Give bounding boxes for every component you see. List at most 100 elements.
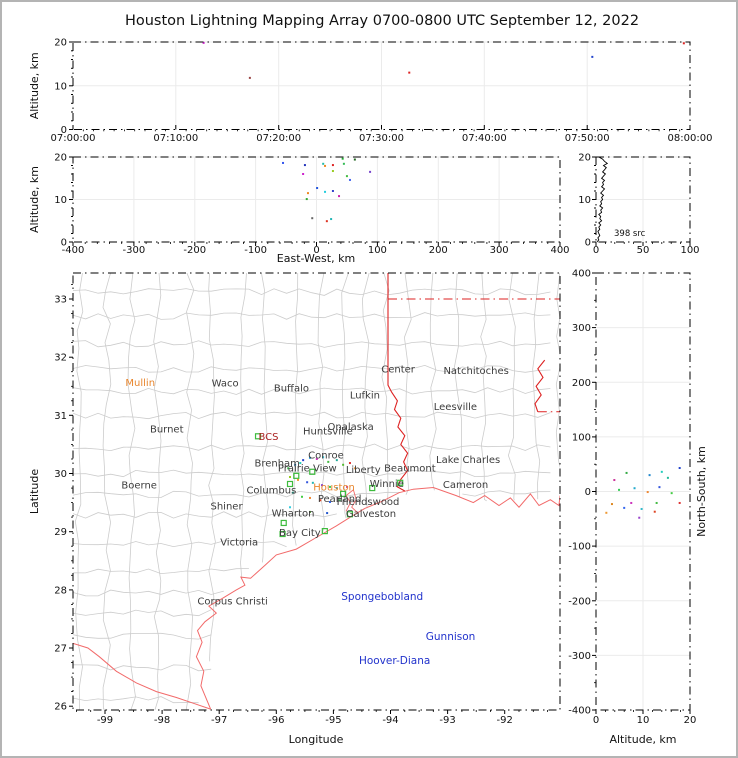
county-line (317, 273, 326, 534)
station-marker (293, 472, 300, 479)
mississippi-river (534, 359, 546, 412)
y-axis-title: North-South, km (695, 446, 708, 537)
county-line (73, 387, 551, 395)
source-point (319, 499, 322, 502)
source-point (296, 478, 299, 481)
source-point (348, 462, 351, 465)
city-label: BCS (258, 432, 278, 443)
county-line (73, 312, 551, 320)
source-point (302, 173, 305, 175)
source-point (618, 488, 621, 491)
source-point (294, 463, 297, 466)
alt-tick-label: 0 (585, 238, 591, 249)
city-label: Center (381, 364, 416, 375)
time-tick-label: 07:30:00 (359, 133, 404, 144)
lightning-sources (287, 456, 357, 515)
source-point (342, 162, 345, 165)
rio-grande (73, 642, 211, 710)
time-tick-label: 07:50:00 (565, 133, 610, 144)
lat-tick-label: 33 (54, 295, 67, 306)
ns-tick-label: -400 (568, 706, 591, 717)
source-point (655, 501, 658, 504)
source-point (328, 485, 331, 488)
city-label: Conroe (308, 450, 344, 461)
city-label: Columbus (246, 485, 296, 496)
lon-tick-label: -99 (97, 715, 113, 726)
lon-tick-label: -93 (439, 715, 455, 726)
county-line (361, 273, 370, 509)
alt-tick-label: 10 (54, 81, 67, 92)
source-point (341, 157, 344, 160)
source-point (299, 462, 302, 465)
source-point (325, 220, 328, 223)
source-point (354, 467, 357, 470)
station-marker (279, 530, 286, 538)
city-label: Friendswood (337, 497, 400, 508)
county-boundaries (73, 273, 560, 710)
lma-stations (254, 433, 404, 538)
county-line (153, 273, 162, 710)
lon-tick-label: -95 (325, 715, 341, 726)
texas-louisiana-border (387, 273, 409, 492)
x-axis-title: East-West, km (277, 252, 355, 265)
city-label: Galveston (346, 509, 396, 520)
y-axis-title: Altitude, km (28, 52, 41, 119)
map-content: Mullin Waco Buffalo Center Natchitoches Lufki… (73, 273, 560, 710)
alt-tick-label: 10 (578, 195, 591, 206)
offshore-platform-label: Spongebobland (341, 591, 423, 603)
panel-time-altitude: 07:00:00 07:10:00 07:20:00 07:30:00 07:40:00… (28, 38, 712, 145)
station-marker (397, 479, 404, 486)
county-line (73, 568, 249, 575)
station-marker (286, 480, 294, 488)
source-point (338, 195, 341, 198)
source-count-annotation: 398 src (614, 229, 646, 239)
county-line (532, 273, 541, 500)
city-label: Natchitoches (443, 366, 508, 377)
city-label: Shiner (210, 502, 243, 513)
source-point (670, 492, 673, 495)
county-line (403, 273, 412, 495)
county-line (73, 632, 212, 640)
lat-tick-label: 27 (54, 644, 67, 655)
time-tick-label: 07:00:00 (51, 133, 96, 144)
lon-tick-label: -96 (268, 715, 284, 726)
city-labels: Mullin Waco Buffalo Center Natchitoches Lufki… (121, 364, 508, 666)
source-point (653, 510, 656, 513)
county-line (73, 469, 551, 478)
county-line (208, 273, 216, 662)
source-point (625, 471, 628, 474)
source-point (342, 463, 345, 466)
source-point (324, 190, 327, 193)
source-point (591, 55, 594, 58)
source-point (613, 479, 616, 482)
county-line (462, 490, 551, 497)
county-line (102, 273, 112, 710)
lat-tick-label: 31 (54, 411, 67, 422)
city-label: Houston (313, 482, 355, 493)
county-line (73, 443, 551, 452)
ns-tick-label: 0 (585, 487, 591, 498)
source-point (633, 487, 636, 490)
source-point (287, 467, 290, 470)
y-axis-title: Latitude (28, 469, 41, 515)
ns-tick-label: 300 (572, 323, 591, 334)
offshore-platform-label: Hoover-Diana (359, 655, 430, 667)
source-point (282, 161, 285, 164)
source-point (322, 456, 325, 459)
source-point (353, 158, 356, 161)
figure-title: Houston Lightning Mapping Array 0700-080… (125, 13, 639, 29)
source-point (660, 470, 663, 473)
panel-map: Mullin Waco Buffalo Center Natchitoches Lufki… (28, 272, 561, 746)
county-line (261, 273, 269, 563)
lon-tick-label: -92 (497, 715, 513, 726)
ns-tick-label: 100 (572, 432, 591, 443)
county-line (73, 609, 212, 617)
panel-northsouth-altitude: 0 10 20 -400 -300 -200 -100 0 100 200 300 400 North-… (568, 269, 708, 747)
source-point (346, 485, 349, 488)
source-point (666, 476, 669, 479)
source-point (408, 71, 411, 74)
lon-tick-label: -98 (154, 715, 170, 726)
source-point (311, 217, 314, 220)
county-line (73, 411, 551, 420)
gulf-coastline (195, 486, 560, 710)
